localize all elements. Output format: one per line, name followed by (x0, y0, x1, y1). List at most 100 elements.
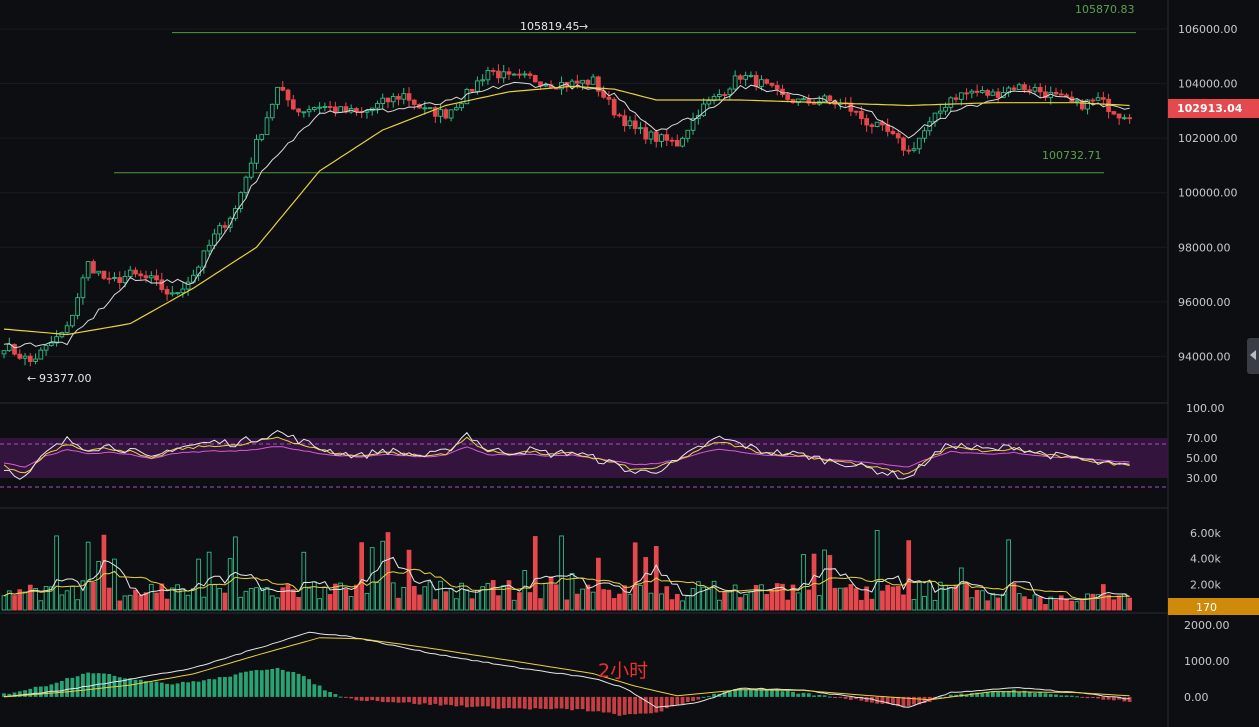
macd-histogram-bar (601, 696, 606, 713)
macd-histogram-bar (870, 696, 874, 703)
candle-body (338, 106, 343, 113)
macd-histogram-bar (549, 696, 553, 710)
volume-bar (932, 599, 938, 611)
macd-histogram-bar (791, 691, 795, 697)
volume-bar (1058, 595, 1064, 611)
volume-bar (264, 587, 270, 611)
candle-body (759, 79, 764, 87)
candle-body (943, 106, 948, 112)
macd-histogram-bar (375, 696, 380, 702)
volume-tick-label: 4.00k (1190, 553, 1221, 566)
volume-ma-slow-line (3, 568, 1130, 600)
volume-bar (1069, 600, 1075, 611)
macd-histogram-bar (796, 693, 801, 697)
candle-body (311, 107, 317, 111)
candle-body (432, 107, 438, 117)
volume-bar (990, 593, 996, 611)
macd-histogram-bar (186, 682, 190, 697)
volume-bar (974, 589, 980, 611)
volume-bar (38, 600, 44, 611)
macd-histogram-bar (891, 696, 895, 705)
candle-body (701, 103, 706, 116)
volume-bar (338, 582, 343, 611)
macd-histogram-bar (685, 696, 690, 702)
macd-histogram-bar (843, 696, 848, 699)
volume-bar (790, 584, 796, 611)
volume-bar (385, 532, 391, 611)
candle-body (627, 120, 633, 127)
volume-bar (548, 576, 554, 611)
macd-histogram-bar (864, 696, 869, 702)
candle-body (743, 75, 749, 80)
macd-histogram-bar (1038, 691, 1043, 697)
macd-histogram-bar (301, 676, 306, 697)
volume-bar (606, 589, 612, 611)
volume-bar (869, 598, 875, 611)
volume-panel: 6.00k 4.00k 2.00k 170 (1, 527, 1259, 615)
candle-body (469, 88, 475, 92)
candle-body (475, 80, 480, 92)
candle-body (454, 107, 459, 111)
macd-histogram-bar (312, 684, 317, 697)
macd-histogram-bar (144, 681, 148, 697)
macd-histogram-bar (701, 696, 706, 698)
candle-body (1037, 86, 1043, 93)
volume-axis: 6.00k 4.00k 2.00k (1190, 527, 1221, 591)
macd-histogram-bar (1006, 690, 1011, 697)
candle-body (54, 336, 59, 344)
macd-histogram-bar (2, 693, 6, 697)
macd-histogram-bar (754, 688, 759, 697)
candle-body (617, 114, 622, 117)
chevron-left-icon (1250, 350, 1256, 360)
macd-histogram-bar (496, 696, 501, 709)
volume-bar (333, 583, 338, 611)
macd-histogram-bar (638, 696, 643, 714)
volume-bar (664, 586, 670, 611)
macd-histogram-bar (70, 677, 75, 697)
volume-bar (80, 580, 86, 611)
candle-body (864, 118, 869, 126)
volume-ma-line (3, 556, 1130, 601)
volume-bar (732, 584, 738, 611)
volume-bar (848, 584, 854, 611)
volume-bar (354, 584, 359, 611)
candle-body (738, 75, 743, 80)
macd-histogram-bar (1059, 695, 1064, 697)
macd-histogram-bar (1117, 696, 1122, 700)
volume-bar (685, 595, 691, 611)
macd-histogram-bar (38, 686, 43, 697)
candle-body (490, 69, 496, 72)
volume-bar (6, 590, 12, 611)
macd-dea-line (3, 637, 1130, 701)
macd-histogram-bar (391, 696, 396, 703)
macd-histogram-bar (359, 696, 364, 701)
volume-bar (948, 587, 954, 611)
candle-body (390, 96, 396, 103)
volume-bar (506, 580, 512, 611)
macd-histogram-bar (17, 691, 22, 697)
candle-body (1085, 99, 1090, 110)
side-panel-toggle[interactable] (1247, 338, 1259, 374)
macd-histogram-bar (44, 686, 48, 697)
volume-bar (59, 594, 65, 611)
candle-body (1116, 113, 1122, 119)
macd-histogram-bar (975, 692, 979, 697)
volume-bar (759, 584, 764, 611)
candles (1, 64, 1132, 367)
macd-histogram-bar (480, 696, 485, 707)
macd-histogram-bar (996, 691, 1001, 697)
macd-histogram-bar (265, 669, 269, 697)
macd-histogram-bar (980, 693, 985, 697)
candle-body (774, 84, 780, 90)
macd-histogram-bar (985, 691, 990, 697)
macd-histogram-bar (159, 682, 164, 697)
volume-bar (1095, 594, 1101, 611)
macd-histogram-bar (201, 680, 206, 697)
macd-histogram-bar (180, 681, 185, 697)
candle-body (685, 129, 691, 139)
candle-body (958, 92, 964, 100)
macd-histogram-bar (1048, 694, 1053, 697)
candle-body (732, 75, 738, 90)
volume-bar (212, 583, 217, 611)
candle-body (1127, 117, 1132, 120)
